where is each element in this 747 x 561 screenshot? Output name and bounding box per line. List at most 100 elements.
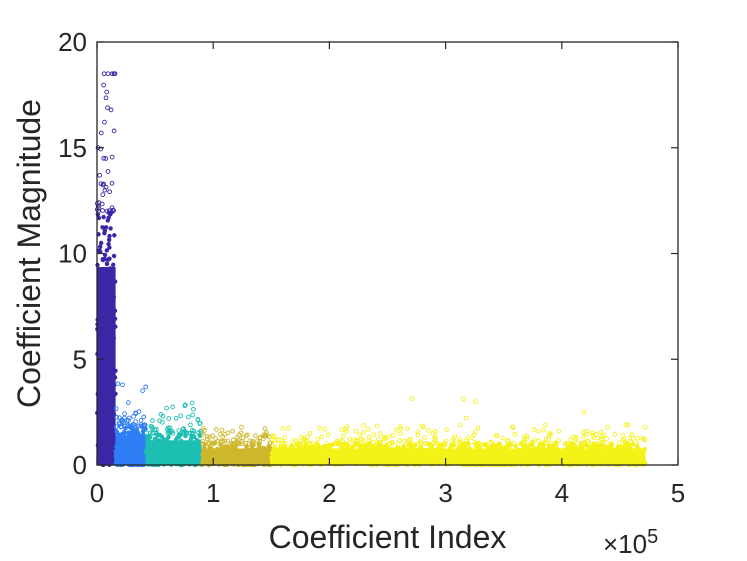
data-point [170, 430, 176, 436]
data-point [113, 406, 119, 412]
data-point [222, 438, 228, 444]
data-point [405, 439, 410, 444]
data-point [359, 436, 364, 442]
data-point [200, 432, 206, 437]
dense-region [201, 448, 272, 465]
data-point [108, 107, 114, 113]
data-point [401, 443, 407, 449]
data-point [98, 130, 104, 136]
data-point [98, 240, 104, 246]
y-tick-label: 10 [58, 239, 87, 269]
data-point [206, 440, 212, 446]
data-point [404, 426, 410, 432]
data-point [339, 427, 345, 433]
data-point [473, 399, 478, 404]
data-point [209, 440, 214, 446]
data-point [100, 182, 106, 188]
data-point [282, 435, 288, 441]
data-point [642, 424, 648, 430]
x-axis-exponent: ×105 [603, 526, 658, 559]
data-point [617, 440, 622, 446]
data-point [465, 440, 471, 446]
data-point [522, 434, 527, 440]
data-point [361, 423, 366, 428]
data-point [243, 440, 248, 446]
data-point [463, 415, 469, 421]
series-2 [113, 381, 149, 468]
data-point [581, 434, 586, 440]
data-point [612, 432, 618, 437]
data-point [118, 424, 124, 430]
data-point [213, 427, 219, 432]
data-point [457, 439, 462, 445]
data-point [381, 434, 387, 440]
data-point [160, 413, 166, 419]
data-point [109, 154, 115, 160]
data-point [100, 192, 106, 197]
data-point [505, 443, 510, 448]
data-point [104, 248, 110, 253]
data-point [286, 426, 291, 431]
data-point [627, 435, 633, 441]
series-5 [269, 396, 648, 468]
data-point [272, 440, 278, 446]
data-point [209, 433, 215, 439]
data-point [424, 441, 430, 446]
data-point [366, 434, 372, 440]
data-point [589, 441, 594, 447]
data-point [599, 434, 605, 440]
data-point [389, 441, 395, 447]
data-point [133, 419, 138, 424]
data-point [225, 438, 231, 444]
data-point [556, 428, 562, 434]
data-point [371, 432, 377, 437]
data-point [599, 436, 605, 442]
data-point [481, 442, 486, 447]
data-point [110, 262, 116, 267]
data-point [114, 414, 120, 420]
data-point [147, 430, 153, 436]
y-tick-label: 15 [58, 133, 87, 163]
data-point [125, 400, 131, 405]
data-point [120, 382, 125, 388]
data-point [103, 225, 109, 230]
data-points [94, 71, 648, 468]
data-point [175, 435, 180, 440]
data-point [421, 424, 426, 430]
data-point [518, 441, 523, 447]
data-point [153, 430, 159, 436]
data-point [314, 441, 320, 447]
data-point [107, 233, 112, 239]
data-point [343, 426, 349, 432]
data-point [111, 253, 117, 259]
data-point [324, 441, 330, 447]
data-point [104, 261, 110, 266]
data-point [247, 438, 253, 444]
data-point [173, 415, 179, 421]
data-point [187, 430, 192, 436]
data-point [267, 441, 273, 446]
data-point [170, 404, 176, 410]
data-point [511, 441, 517, 446]
data-point [540, 440, 546, 446]
data-point [341, 434, 346, 439]
x-exponent-power: 5 [647, 526, 658, 548]
data-point [141, 423, 146, 429]
data-point [102, 256, 107, 262]
data-point [293, 438, 299, 443]
data-point [188, 422, 193, 428]
data-point [229, 440, 235, 446]
data-point [570, 441, 576, 446]
data-point [200, 438, 206, 444]
data-point [591, 435, 597, 441]
data-point [422, 435, 427, 440]
data-point [451, 436, 456, 442]
data-point [238, 430, 244, 436]
data-point [167, 430, 173, 436]
data-point [568, 437, 573, 443]
data-point [220, 439, 225, 444]
data-point [604, 436, 609, 442]
data-point [395, 441, 401, 447]
data-point [406, 441, 412, 447]
data-point [548, 432, 554, 437]
